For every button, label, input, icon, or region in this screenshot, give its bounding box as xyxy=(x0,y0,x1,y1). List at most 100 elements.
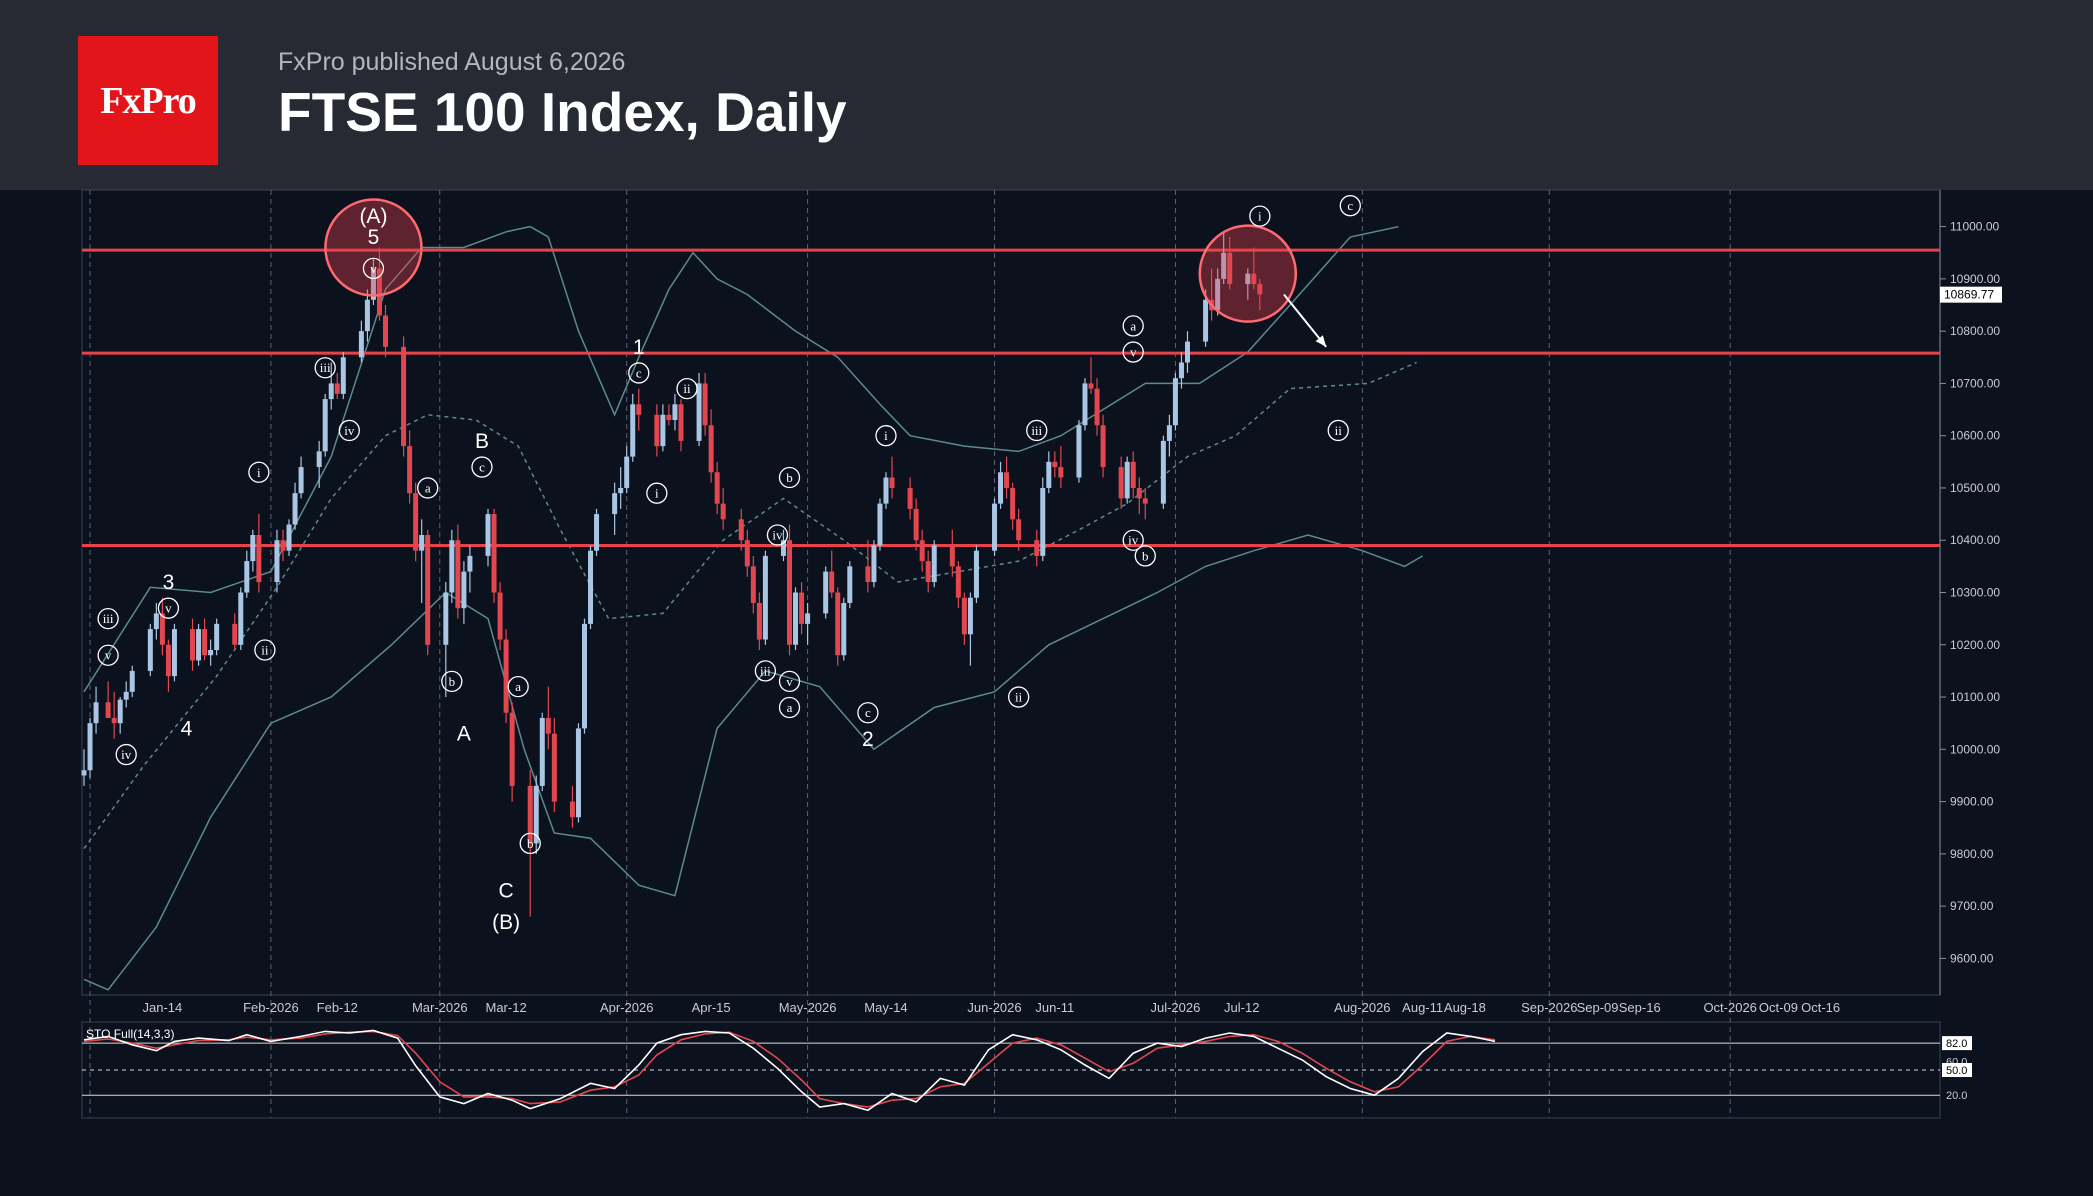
candle-body xyxy=(340,357,346,394)
candle xyxy=(973,545,979,603)
wave-label-text: v xyxy=(370,261,377,276)
candle-body xyxy=(1203,299,1209,342)
x-tick-label: Mar-2026 xyxy=(412,1000,468,1015)
candle xyxy=(949,529,955,577)
candle xyxy=(238,587,244,650)
y-tick-label: 9600.00 xyxy=(1950,951,1994,965)
candle-body xyxy=(1088,383,1094,389)
candle-body xyxy=(672,404,678,420)
wave-label: iii xyxy=(314,357,336,379)
candle-body xyxy=(202,629,208,656)
candle-body xyxy=(992,503,998,551)
wave-label: v xyxy=(157,597,180,619)
x-tick-label: Jun-2026 xyxy=(967,1000,1021,1015)
x-tick-label: Aug-2026 xyxy=(1334,1000,1390,1015)
candle-body xyxy=(1124,461,1130,499)
candle xyxy=(461,561,467,624)
candle-body xyxy=(419,535,425,551)
candle xyxy=(787,524,793,656)
wave-label-circle xyxy=(778,696,801,719)
stochastic-level-tag xyxy=(1942,1063,1972,1077)
candle xyxy=(931,540,937,588)
candle-body xyxy=(949,545,955,567)
candle xyxy=(793,587,799,650)
x-tick-label: Aug-11 xyxy=(1402,1000,1443,1015)
candle-body xyxy=(1034,540,1040,556)
candle-body xyxy=(117,699,123,724)
candle xyxy=(1160,435,1166,509)
candle xyxy=(280,529,286,562)
candle xyxy=(334,372,340,400)
wave-label-circle xyxy=(628,362,650,384)
wave-label-text: B xyxy=(475,430,489,453)
candle xyxy=(322,393,328,457)
y-tick-label: 9800.00 xyxy=(1950,847,1994,861)
candle-body xyxy=(370,268,376,300)
candle-body xyxy=(594,514,600,551)
wave-label-circle xyxy=(1122,529,1144,551)
candle-body xyxy=(376,268,382,316)
candle-body xyxy=(455,540,461,609)
stochastic-level-label: 82.0 xyxy=(1946,1038,1967,1050)
candle xyxy=(419,519,425,603)
x-tick-label: Jul-2026 xyxy=(1150,1000,1200,1015)
candle xyxy=(171,623,177,682)
wave-label: a xyxy=(507,675,529,698)
wave-label: v xyxy=(97,644,119,666)
candle-body xyxy=(1184,341,1190,363)
candle xyxy=(232,613,238,650)
candle-body xyxy=(322,399,328,452)
candle-body xyxy=(581,623,587,729)
candle-body xyxy=(87,723,93,771)
wave-label: v xyxy=(362,257,385,280)
wave-label-text: i xyxy=(884,428,888,443)
wave-label-text: i xyxy=(1258,209,1262,224)
candle-body xyxy=(147,629,153,671)
candle-body xyxy=(1166,425,1172,441)
candle xyxy=(708,409,714,483)
candle-body xyxy=(364,299,370,332)
candle-body xyxy=(871,545,877,583)
last-price-label: 10869.77 xyxy=(1944,288,1994,302)
candle xyxy=(503,629,509,724)
candle xyxy=(81,749,87,786)
candle xyxy=(1215,268,1221,316)
wave-label-circle xyxy=(362,257,385,280)
wave-label-text: ii xyxy=(683,381,691,396)
candle xyxy=(780,529,786,562)
candle-body xyxy=(907,487,913,509)
wave-label-text: i xyxy=(257,465,261,480)
candle-body xyxy=(618,487,624,494)
y-tick-label: 9900.00 xyxy=(1950,795,1994,809)
wave-label-circle xyxy=(157,597,180,619)
stochastic-k-line xyxy=(83,1029,1496,1112)
candle-body xyxy=(1160,440,1166,504)
candle-body xyxy=(401,346,407,447)
wave-label: v xyxy=(778,670,801,693)
candle xyxy=(738,508,744,551)
candle xyxy=(497,582,503,650)
candle-body xyxy=(1016,519,1022,541)
candle xyxy=(455,524,461,619)
candle xyxy=(1178,352,1184,389)
wave-label: iii xyxy=(1026,419,1048,442)
candle xyxy=(358,320,364,363)
candle-body xyxy=(214,623,220,650)
candle-body xyxy=(913,508,919,541)
candle-body xyxy=(485,514,491,556)
wave-label-text: a xyxy=(1130,318,1136,333)
candle xyxy=(654,404,660,457)
candle xyxy=(594,508,600,556)
wave-label-text: b xyxy=(527,836,534,851)
candle xyxy=(618,467,624,509)
candle xyxy=(998,461,1004,509)
wave-label: i xyxy=(875,425,897,447)
wave-label-circle xyxy=(471,456,493,478)
wave-label-text: A xyxy=(457,723,471,746)
candle xyxy=(1118,456,1124,509)
x-tick-label: Apr-15 xyxy=(692,1000,731,1015)
candle xyxy=(702,372,708,436)
candle xyxy=(105,681,111,718)
wave-label-text: ii xyxy=(1015,690,1023,705)
candle-body xyxy=(678,404,684,441)
